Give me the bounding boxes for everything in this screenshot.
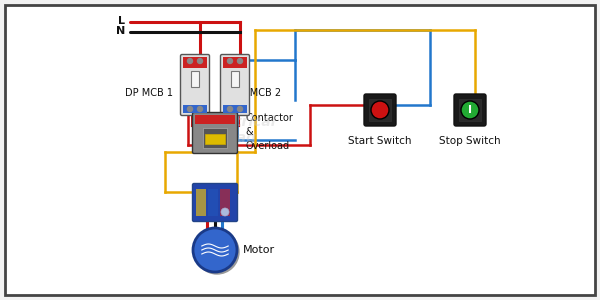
Bar [195, 115, 235, 124]
Text: Electrical
Mag: Electrical Mag [204, 115, 276, 145]
Bar [223, 105, 247, 113]
Text: DP MCB 2: DP MCB 2 [233, 88, 281, 98]
Circle shape [227, 58, 233, 64]
FancyBboxPatch shape [454, 94, 486, 126]
Text: Motor: Motor [243, 245, 275, 255]
Circle shape [238, 106, 242, 112]
Bar [369, 99, 391, 121]
Circle shape [187, 58, 193, 64]
Circle shape [227, 106, 233, 112]
Text: Start Switch: Start Switch [348, 136, 412, 146]
Circle shape [195, 230, 239, 274]
Bar [205, 134, 225, 144]
FancyBboxPatch shape [193, 184, 238, 221]
Bar [223, 57, 247, 68]
Bar [183, 105, 207, 113]
Bar [220, 189, 230, 216]
Circle shape [193, 228, 237, 272]
FancyBboxPatch shape [364, 94, 396, 126]
Bar [196, 189, 206, 216]
FancyBboxPatch shape [221, 55, 250, 116]
Text: Stop Switch: Stop Switch [439, 136, 501, 146]
Bar [203, 128, 227, 148]
Circle shape [197, 106, 203, 112]
Text: Contactor
&
Overload: Contactor & Overload [245, 113, 293, 151]
Text: I: I [468, 105, 472, 115]
Bar [183, 57, 207, 68]
Text: DP MCB 1: DP MCB 1 [125, 88, 173, 98]
Circle shape [461, 101, 479, 119]
Circle shape [187, 106, 193, 112]
Bar [459, 99, 481, 121]
Bar [208, 189, 218, 216]
Text: L: L [118, 16, 125, 26]
Bar [231, 71, 239, 87]
Circle shape [371, 101, 389, 119]
FancyBboxPatch shape [193, 112, 238, 154]
Circle shape [197, 58, 203, 64]
Circle shape [221, 208, 229, 216]
Circle shape [238, 58, 242, 64]
Bar [191, 71, 199, 87]
Text: N: N [116, 26, 125, 36]
FancyBboxPatch shape [181, 55, 209, 116]
